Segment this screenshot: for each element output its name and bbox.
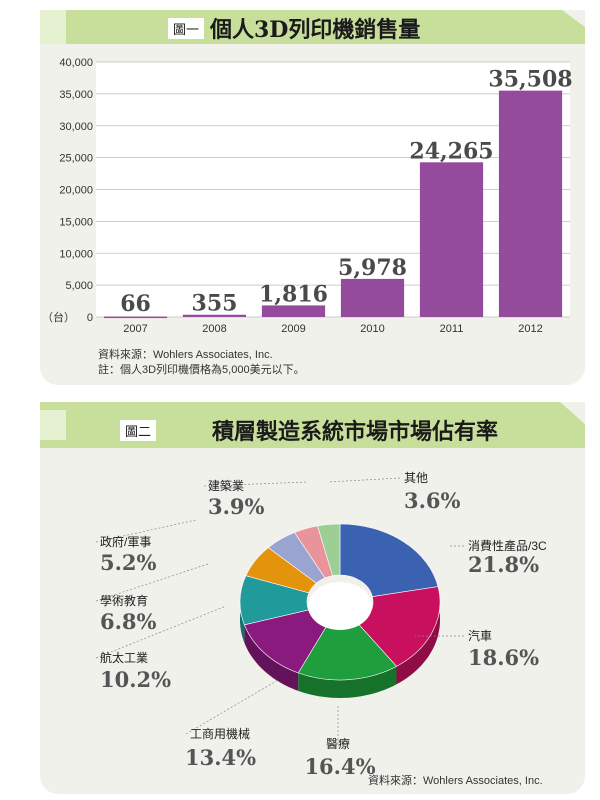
y-tick-label: 35,000 — [59, 89, 93, 101]
slice — [339, 523, 439, 597]
bar-value-label: 66 — [120, 291, 151, 317]
chart1-title: 個人3D列印機銷售量 — [210, 17, 421, 43]
bar — [340, 278, 405, 317]
x-tick-label: 2010 — [360, 323, 384, 335]
bar — [182, 314, 247, 317]
x-tick-label: 2012 — [518, 323, 542, 335]
x-tick-label: 2008 — [202, 323, 226, 335]
slice-value-label: 21.8% — [468, 552, 539, 577]
bar-value-label: 24,265 — [409, 138, 493, 164]
slice-name-label: 汽車 — [468, 628, 492, 643]
slice-name-label: 其他 — [404, 471, 428, 485]
chart1-source: 資料來源：Wohlers Associates, Inc. — [98, 349, 273, 361]
chart2-fig-tag: 圖二 — [120, 420, 157, 441]
slice-name-label: 醫療 — [326, 737, 350, 751]
slice-value-label: 18.6% — [468, 645, 539, 670]
slice-value-label: 10.2% — [100, 667, 171, 692]
chart2-source: 資料來源：Wohlers Associates, Inc. — [368, 775, 543, 787]
bar — [498, 90, 563, 317]
slice-side — [298, 666, 397, 698]
bar-value-label: 355 — [192, 291, 238, 317]
slice-value-label: 13.4% — [185, 745, 256, 770]
chart1-fig-tag: 圖一 — [168, 18, 205, 39]
x-tick-label: 2011 — [440, 323, 464, 335]
bar — [103, 316, 168, 319]
slice-name-label: 學術教育 — [100, 593, 148, 608]
bar-value-label: 5,978 — [338, 255, 407, 281]
bar-chart: 0 5,000 10,000 15,000 20,000 25,000 30,000 35,0… — [42, 57, 573, 335]
y-tick-label: 30,000 — [59, 121, 93, 133]
chart1-footnote: 註：個人3D列印機價格為5,000美元以下。 — [98, 364, 305, 376]
chart2-title: 積層製造系統市場市場佔有率 — [212, 419, 499, 445]
donut-hole — [308, 582, 372, 630]
slice-side — [244, 624, 299, 691]
leader-line — [327, 477, 401, 483]
chart1-panel: 圖一 個人3D列印機銷售量 0 5,000 10,000 15,000 20,000 25… — [40, 10, 585, 385]
y-tick-label: 15,000 — [59, 216, 93, 228]
y-tick-label: 20,000 — [59, 185, 93, 197]
x-tick-label: 2009 — [281, 323, 305, 335]
chart2-header-bar — [40, 402, 585, 448]
x-tick-label: 2007 — [123, 323, 147, 335]
chart2-panel: 圖二 積層製造系統市場市場佔有率 消費性產品/3C 21.8% 汽車 18.6% 醫療 1… — [40, 402, 585, 794]
chart2-header: 圖二 積層製造系統市場市場佔有率 — [40, 402, 585, 448]
slice-name-label: 航太工業 — [100, 650, 148, 665]
slice-name-label: 工商用機械 — [190, 726, 250, 741]
chart1-header: 圖一 個人3D列印機銷售量 — [40, 10, 585, 44]
slice-value-label: 16.4% — [304, 754, 375, 779]
leader-line — [95, 519, 197, 543]
bar-value-label: 1,816 — [259, 281, 328, 307]
y-tick-label: 10,000 — [59, 248, 93, 260]
slice-name-label: 政府/軍事 — [100, 534, 151, 549]
slice — [317, 523, 341, 577]
y-unit-label: （台） — [42, 310, 75, 324]
slice — [358, 586, 441, 667]
y-tick-label: 25,000 — [59, 153, 93, 165]
slice-name-label: 建築業 — [208, 478, 244, 493]
slice-name-label: 消費性產品/3C — [468, 538, 547, 553]
y-tick-label: 0 — [87, 312, 93, 324]
leader-line — [203, 481, 309, 487]
leader-line — [185, 679, 279, 735]
slice-value-label: 3.9% — [208, 494, 265, 519]
slice-value-label: 6.8% — [100, 609, 157, 634]
slice-value-label: 5.2% — [100, 550, 157, 575]
slice-value-label: 3.6% — [404, 488, 461, 513]
leader-line — [95, 605, 227, 659]
bar — [419, 162, 484, 317]
y-tick-label: 40,000 — [59, 57, 93, 69]
bar-value-label: 35,508 — [488, 67, 572, 93]
y-tick-label: 5,000 — [65, 280, 93, 292]
bar — [261, 305, 326, 317]
